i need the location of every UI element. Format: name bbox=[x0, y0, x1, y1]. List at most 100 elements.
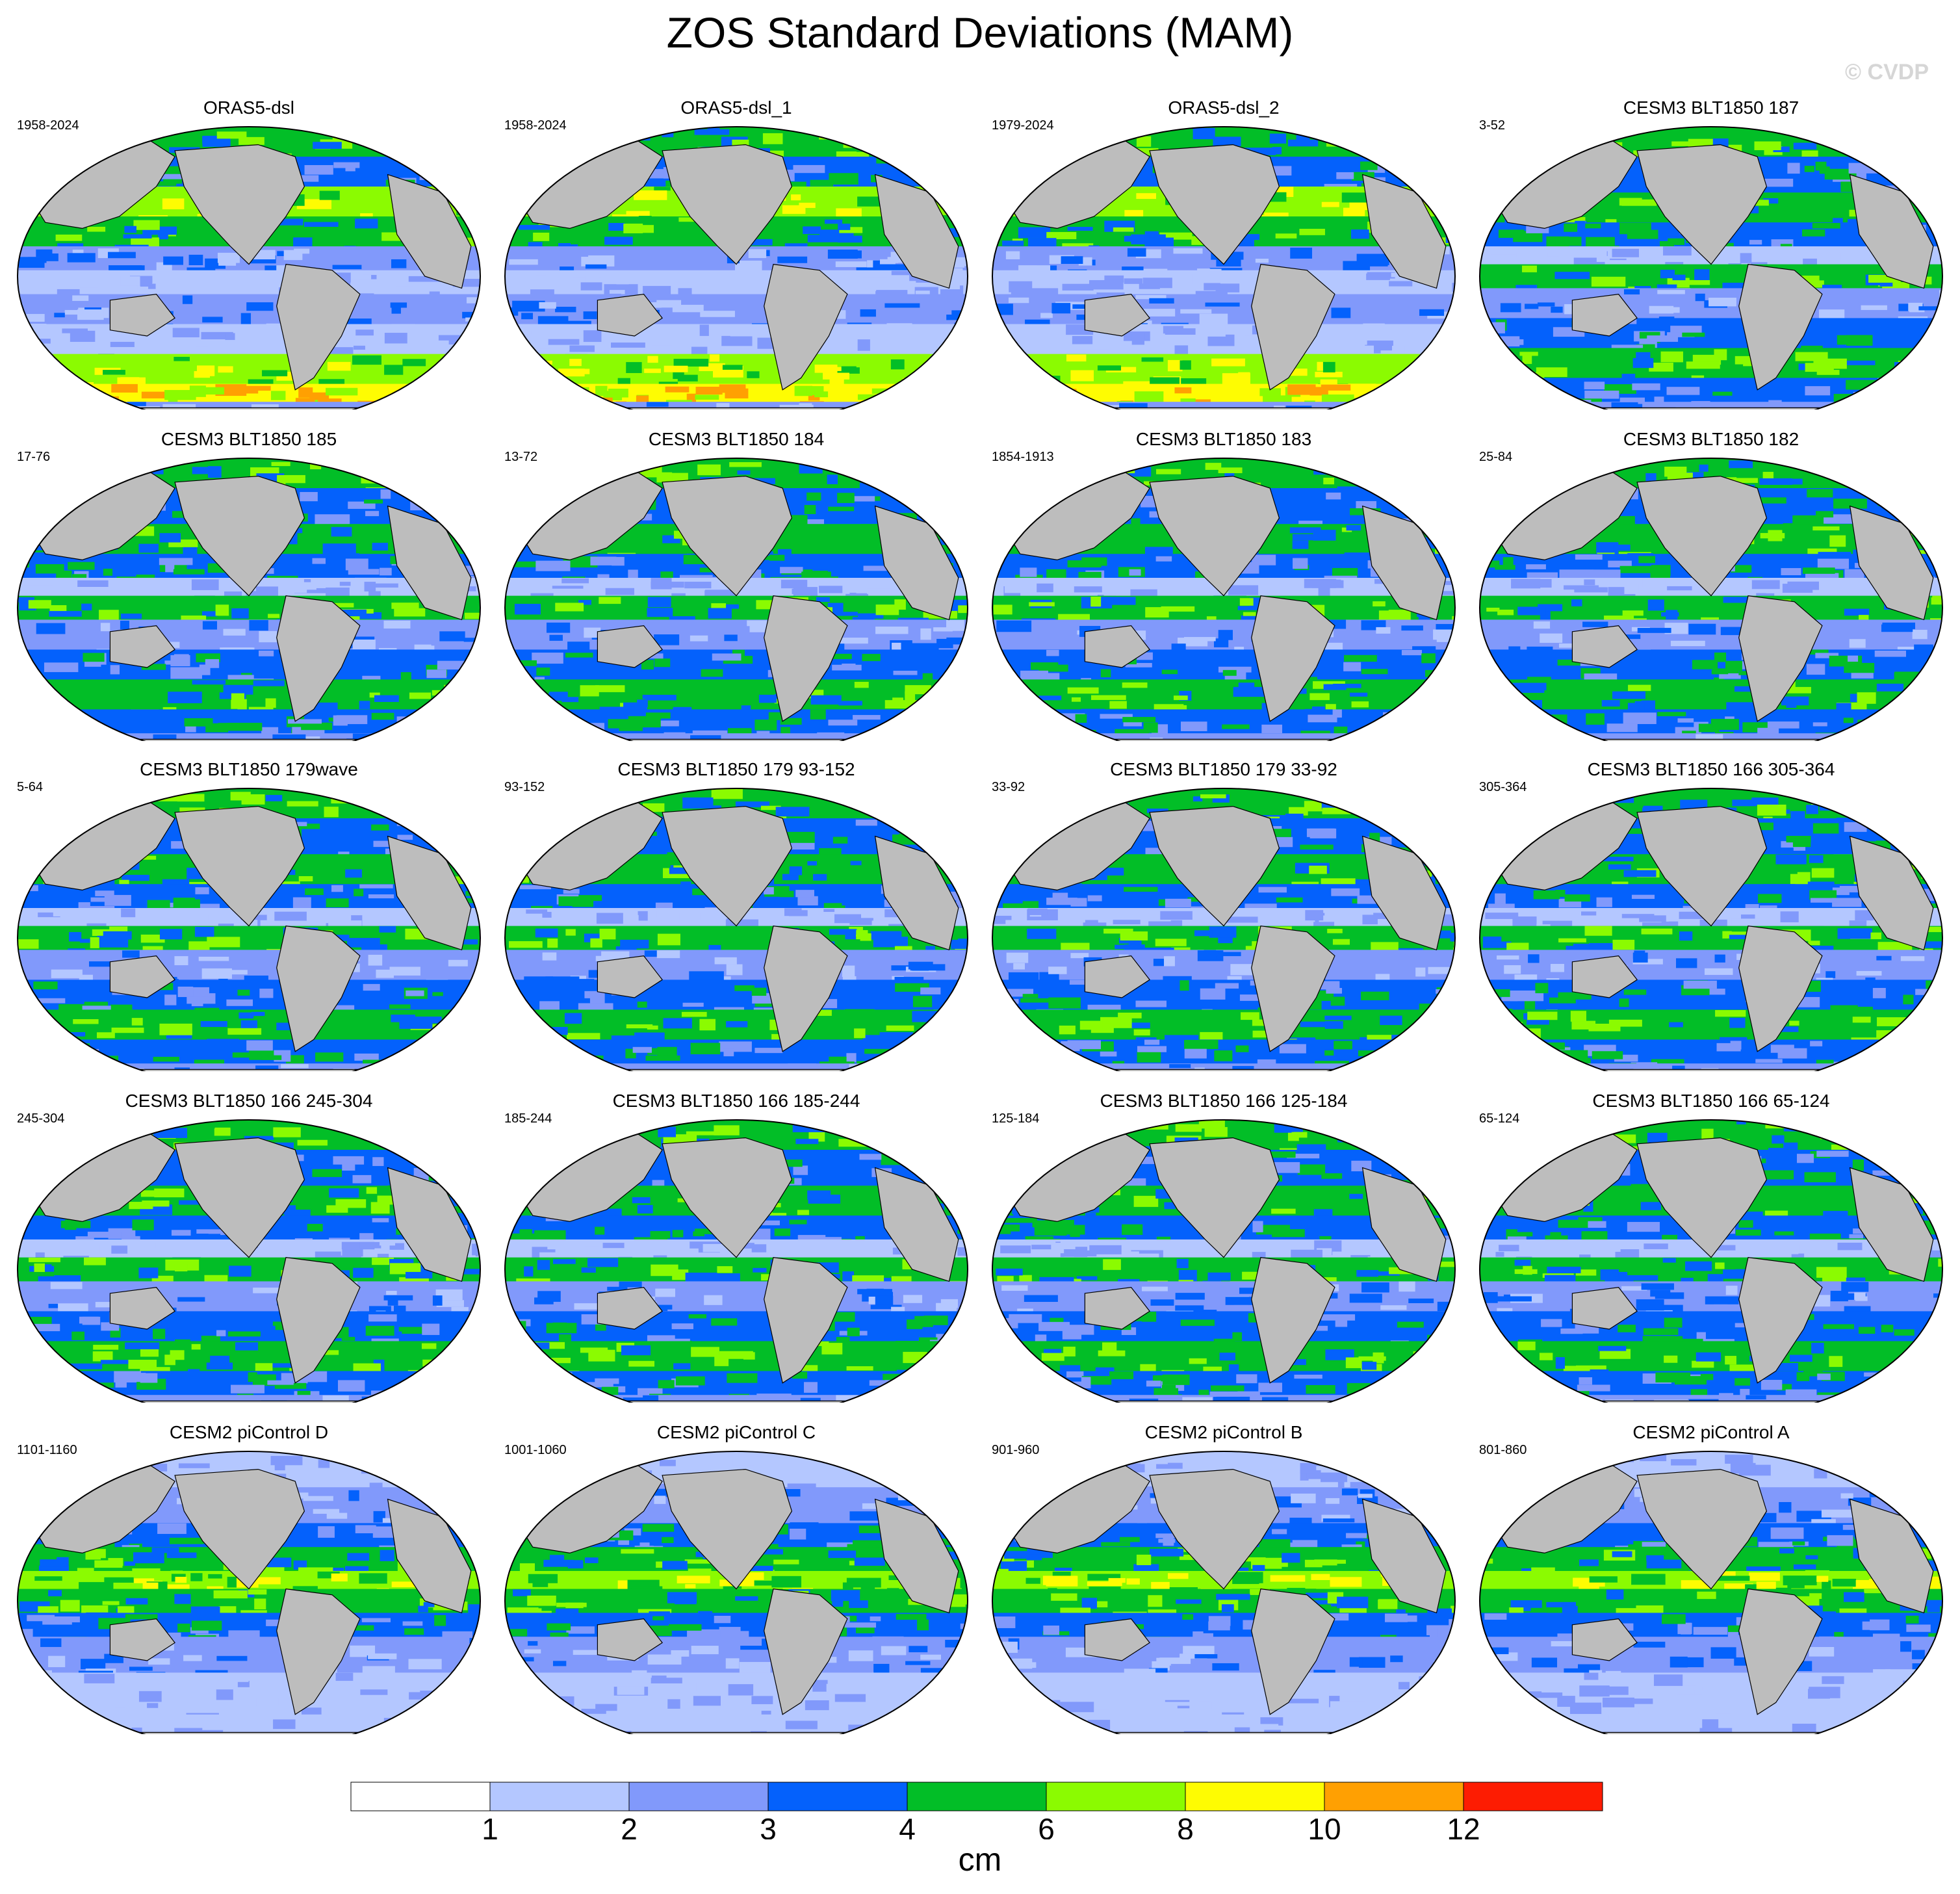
map-panel: CESM3 BLT1850 179 93-152 93-152 bbox=[499, 759, 974, 1071]
panel-year-range: 1958-2024 bbox=[17, 118, 79, 133]
panel-title: CESM3 BLT1850 166 245-304 bbox=[125, 1091, 373, 1111]
colorbar-swatch bbox=[767, 1782, 908, 1811]
map-panel: CESM3 BLT1850 185 17-76 bbox=[12, 429, 486, 741]
map-image bbox=[992, 1119, 1456, 1403]
colorbar-tick-label: 3 bbox=[760, 1812, 777, 1839]
panel-title: CESM3 BLT1850 166 185-244 bbox=[612, 1091, 860, 1111]
map-image bbox=[1479, 788, 1943, 1071]
map-image bbox=[1479, 1119, 1943, 1403]
panel-title: ORAS5-dsl_1 bbox=[680, 97, 792, 118]
panel-year-range: 801-860 bbox=[1479, 1443, 1527, 1457]
panel-title: CESM2 piControl C bbox=[656, 1422, 816, 1442]
panel-year-range: 185-244 bbox=[504, 1111, 552, 1126]
map-image bbox=[504, 1451, 968, 1734]
panel-title: CESM3 BLT1850 179 33-92 bbox=[1110, 759, 1337, 779]
panel-year-range: 3-52 bbox=[1479, 118, 1506, 133]
colorbar-swatch bbox=[1185, 1782, 1325, 1811]
map-panel: CESM3 BLT1850 166 125-184 125-184 bbox=[986, 1091, 1461, 1403]
panel-year-range: 305-364 bbox=[1479, 780, 1527, 794]
panel-year-range: 125-184 bbox=[992, 1111, 1040, 1126]
map-panel: CESM2 piControl B 901-960 bbox=[986, 1422, 1461, 1734]
colorbar-tick-label: 12 bbox=[1447, 1812, 1480, 1839]
panel-year-range: 33-92 bbox=[992, 780, 1025, 794]
map-image bbox=[504, 788, 968, 1071]
map-image bbox=[1479, 126, 1943, 409]
panel-title: CESM3 BLT1850 184 bbox=[648, 429, 825, 449]
panel-title: CESM3 BLT1850 179wave bbox=[140, 759, 358, 779]
map-panel: CESM3 BLT1850 166 65-124 65-124 bbox=[1474, 1091, 1948, 1403]
panel-title: CESM3 BLT1850 166 125-184 bbox=[1100, 1091, 1348, 1111]
panel-year-range: 1958-2024 bbox=[504, 118, 567, 133]
panel-year-range: 25-84 bbox=[1479, 450, 1513, 464]
panel-title: CESM3 BLT1850 187 bbox=[1623, 97, 1799, 118]
panel-title: CESM3 BLT1850 166 65-124 bbox=[1592, 1091, 1830, 1111]
map-panel: CESM3 BLT1850 166 245-304 245-304 bbox=[12, 1091, 486, 1403]
panel-year-range: 65-124 bbox=[1479, 1111, 1520, 1126]
panel-year-range: 901-960 bbox=[992, 1443, 1040, 1457]
panel-year-range: 17-76 bbox=[17, 450, 51, 464]
panel-title: ORAS5-dsl_2 bbox=[1168, 97, 1280, 118]
map-panel: CESM2 piControl D 1101-1160 bbox=[12, 1422, 486, 1734]
colorbar: 1 2 3 4 6 8 10 12 bbox=[350, 1782, 1603, 1839]
map-image bbox=[17, 458, 481, 741]
map-panel: CESM3 BLT1850 187 3-52 bbox=[1474, 97, 1948, 409]
panel-title: CESM2 piControl A bbox=[1632, 1422, 1790, 1442]
map-image bbox=[992, 788, 1456, 1071]
colorbar-swatch bbox=[1046, 1782, 1186, 1811]
colorbar-swatch bbox=[907, 1782, 1047, 1811]
panel-title: CESM3 BLT1850 183 bbox=[1135, 429, 1312, 449]
map-image bbox=[17, 1119, 481, 1403]
panel-year-range: 5-64 bbox=[17, 780, 44, 794]
map-image bbox=[1479, 458, 1943, 741]
map-image bbox=[17, 1451, 481, 1734]
colorbar-tick-label: 1 bbox=[482, 1812, 498, 1839]
map-image bbox=[504, 1119, 968, 1403]
panel-year-range: 1979-2024 bbox=[992, 118, 1054, 133]
panel-year-range: 13-72 bbox=[504, 450, 538, 464]
map-image bbox=[992, 458, 1456, 741]
panel-title: CESM2 piControl D bbox=[169, 1422, 329, 1442]
panel-year-range: 1854-1913 bbox=[992, 450, 1054, 464]
map-panel: ORAS5-dsl_1 1958-2024 bbox=[499, 97, 974, 409]
colorbar-tick-label: 4 bbox=[899, 1812, 916, 1839]
panel-year-range: 1001-1060 bbox=[504, 1443, 567, 1457]
panel-year-range: 93-152 bbox=[504, 780, 545, 794]
map-image bbox=[1479, 1451, 1943, 1734]
colorbar-swatch bbox=[489, 1782, 630, 1811]
map-panel: CESM3 BLT1850 166 305-364 305-364 bbox=[1474, 759, 1948, 1071]
colorbar-tick-label: 2 bbox=[621, 1812, 638, 1839]
panel-year-range: 1101-1160 bbox=[17, 1443, 77, 1457]
colorbar-swatch bbox=[350, 1782, 491, 1811]
colorbar-swatch bbox=[1463, 1782, 1603, 1811]
colorbar-tick-label: 8 bbox=[1177, 1812, 1194, 1839]
colorbar-swatch bbox=[1324, 1782, 1464, 1811]
map-panel: CESM3 BLT1850 179wave 5-64 bbox=[12, 759, 486, 1071]
panel-year-range: 245-304 bbox=[17, 1111, 65, 1126]
watermark: © CVDP bbox=[1845, 60, 1929, 84]
colorbar-unit: cm bbox=[958, 1841, 1002, 1878]
map-image bbox=[17, 788, 481, 1071]
map-image bbox=[992, 1451, 1456, 1734]
panel-title: CESM3 BLT1850 182 bbox=[1623, 429, 1799, 449]
map-panel: CESM3 BLT1850 166 185-244 185-244 bbox=[499, 1091, 974, 1403]
map-image bbox=[504, 126, 968, 409]
map-panel: CESM2 piControl C 1001-1060 bbox=[499, 1422, 974, 1734]
panel-title: CESM2 piControl B bbox=[1144, 1422, 1303, 1442]
map-image bbox=[992, 126, 1456, 409]
map-panel: CESM3 BLT1850 179 33-92 33-92 bbox=[986, 759, 1461, 1071]
map-panel: ORAS5-dsl 1958-2024 bbox=[12, 97, 486, 409]
figure-title: ZOS Standard Deviations (MAM) bbox=[666, 8, 1294, 57]
colorbar-tick-label: 6 bbox=[1038, 1812, 1055, 1839]
map-image bbox=[504, 458, 968, 741]
panel-title: CESM3 BLT1850 179 93-152 bbox=[617, 759, 855, 779]
panel-title: ORAS5-dsl bbox=[203, 97, 295, 118]
colorbar-swatch bbox=[628, 1782, 769, 1811]
map-panel: CESM2 piControl A 801-860 bbox=[1474, 1422, 1948, 1734]
panel-title: CESM3 BLT1850 166 305-364 bbox=[1587, 759, 1835, 779]
map-panel: CESM3 BLT1850 182 25-84 bbox=[1474, 429, 1948, 741]
map-panel: CESM3 BLT1850 183 1854-1913 bbox=[986, 429, 1461, 741]
map-panel: CESM3 BLT1850 184 13-72 bbox=[499, 429, 974, 741]
map-panel: ORAS5-dsl_2 1979-2024 bbox=[986, 97, 1461, 409]
colorbar-tick-label: 10 bbox=[1308, 1812, 1341, 1839]
panel-title: CESM3 BLT1850 185 bbox=[161, 429, 337, 449]
